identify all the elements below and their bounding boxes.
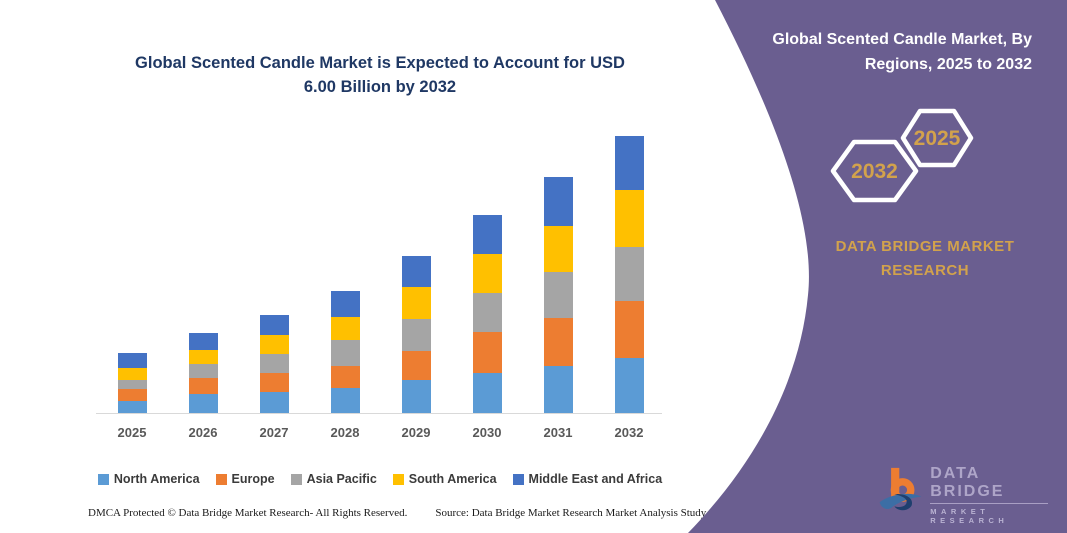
legend-label-europe: Europe [231, 472, 275, 486]
footer: DMCA Protected © Data Bridge Market Rese… [88, 507, 731, 519]
chart-legend: North America Europe Asia Pacific South Ame… [60, 472, 700, 486]
bar-2028-segment-asia-pacific [330, 340, 360, 366]
legend-label-middle-east-and-africa: Middle East and Africa [528, 472, 663, 486]
x-tick-2029: 2029 [401, 425, 431, 440]
chart-title-line1: Global Scented Candle Market is Expected… [135, 54, 625, 72]
legend-label-south-america: South America [408, 472, 497, 486]
bar-2025-segment-asia-pacific [117, 380, 147, 389]
bar-2032 [614, 136, 644, 413]
bar-2027-segment-south-america [259, 335, 289, 354]
hexagon-2032 [830, 139, 919, 203]
brand-text: DATA BRIDGE MARKET RESEARCH [810, 235, 1040, 283]
bar-2028 [330, 291, 360, 413]
bar-2026-segment-europe [188, 378, 218, 394]
x-tick-2030: 2030 [472, 425, 502, 440]
bar-2030 [472, 215, 502, 413]
panel-heading-line2: Regions, 2025 to 2032 [864, 55, 1032, 73]
bar-2026 [188, 333, 218, 413]
dbmr-logo-icon [879, 467, 922, 511]
bar-2031-segment-north-america [543, 366, 573, 413]
bar-2026-segment-south-america [188, 350, 218, 364]
bar-2029 [401, 256, 431, 413]
legend-swatch-europe [215, 473, 227, 485]
bar-2030-segment-north-america [472, 373, 502, 413]
dbmr-logo-text: DATA BRIDGE MARKET RESEARCH [930, 455, 1048, 525]
dbmr-logo: DATA BRIDGE MARKET RESEARCH [878, 460, 1048, 525]
x-tick-2031: 2031 [543, 425, 573, 440]
panel-heading: Global Scented Candle Market, By Regions… [740, 28, 1032, 78]
legend-item-asia-pacific: Asia Pacific [290, 472, 377, 486]
bar-2030-segment-south-america [472, 254, 502, 293]
bar-2029-segment-north-america [401, 380, 431, 413]
bar-2031-segment-asia-pacific [543, 272, 573, 318]
legend-label-north-america: North America [113, 472, 200, 486]
bar-2025 [117, 353, 147, 413]
legend-swatch-asia-pacific [290, 473, 302, 485]
bar-2031-segment-europe [543, 318, 573, 366]
bar-2025-segment-europe [117, 389, 147, 401]
legend-item-south-america: South America [392, 472, 497, 486]
bar-2027-segment-europe [259, 373, 289, 392]
bar-chart [96, 118, 662, 414]
bar-2028-segment-south-america [330, 317, 360, 340]
legend-item-europe: Europe [215, 472, 275, 486]
source-text: Source: Data Bridge Market Research Mark… [435, 507, 732, 519]
legend-swatch-north-america [97, 473, 109, 485]
bar-2030-segment-middle-east-and-africa [472, 215, 502, 254]
chart-title: Global Scented Candle Market is Expected… [100, 52, 660, 100]
chart-title-line2: 6.00 Billion by 2032 [303, 77, 457, 96]
legend-item-north-america: North America [97, 472, 200, 486]
bar-2030-segment-europe [472, 332, 502, 373]
panel-heading-line1: Global Scented Candle Market, By [772, 31, 1032, 48]
bar-2032-segment-middle-east-and-africa [614, 136, 644, 190]
bar-2031-segment-middle-east-and-africa [543, 177, 573, 226]
bar-2032-segment-asia-pacific [614, 247, 644, 301]
bar-2025-segment-middle-east-and-africa [117, 353, 147, 368]
legend-item-middle-east-and-africa: Middle East and Africa [512, 472, 663, 486]
bar-2025-segment-north-america [117, 401, 147, 413]
bar-2032-segment-europe [614, 301, 644, 358]
bar-2029-segment-asia-pacific [401, 319, 431, 351]
dbmr-logo-line2: MARKET RESEARCH [930, 507, 1009, 525]
bar-2027-segment-north-america [259, 392, 289, 413]
bar-2028-segment-europe [330, 366, 360, 388]
bar-2031 [543, 177, 573, 413]
x-tick-2026: 2026 [188, 425, 218, 440]
bar-2028-segment-north-america [330, 388, 360, 413]
bar-2032-segment-south-america [614, 190, 644, 247]
dmca-text: DMCA Protected © Data Bridge Market Rese… [88, 507, 408, 519]
bar-2029-segment-middle-east-and-africa [401, 256, 431, 287]
legend-swatch-middle-east-and-africa [512, 473, 524, 485]
bar-2025-segment-south-america [117, 368, 147, 380]
brand-text-line2: RESEARCH [880, 262, 970, 279]
bar-2028-segment-middle-east-and-africa [330, 291, 360, 317]
x-tick-2027: 2027 [259, 425, 289, 440]
bar-2032-segment-north-america [614, 358, 644, 413]
bar-2027 [259, 315, 289, 413]
bar-2031-segment-south-america [543, 226, 573, 272]
legend-swatch-south-america [392, 473, 404, 485]
bar-2029-segment-south-america [401, 287, 431, 319]
bar-2027-segment-middle-east-and-africa [259, 315, 289, 335]
hexagon-2032-label: 2032 [851, 160, 898, 183]
x-tick-2028: 2028 [330, 425, 360, 440]
brand-text-line1: DATA BRIDGE MARKET [835, 238, 1015, 255]
purple-panel [688, 0, 1067, 533]
bar-2026-segment-north-america [188, 394, 218, 413]
bar-2030-segment-asia-pacific [472, 293, 502, 332]
bar-2026-segment-middle-east-and-africa [188, 333, 218, 350]
bar-2026-segment-asia-pacific [188, 364, 218, 378]
legend-label-asia-pacific: Asia Pacific [306, 472, 377, 486]
hexagon-2025-label: 2025 [914, 127, 961, 150]
hexagon-2025 [900, 108, 974, 168]
x-tick-2032: 2032 [614, 425, 644, 440]
bar-2027-segment-asia-pacific [259, 354, 289, 373]
x-tick-2025: 2025 [117, 425, 147, 440]
bar-2029-segment-europe [401, 351, 431, 380]
dbmr-logo-line1: DATA BRIDGE [930, 465, 1048, 504]
